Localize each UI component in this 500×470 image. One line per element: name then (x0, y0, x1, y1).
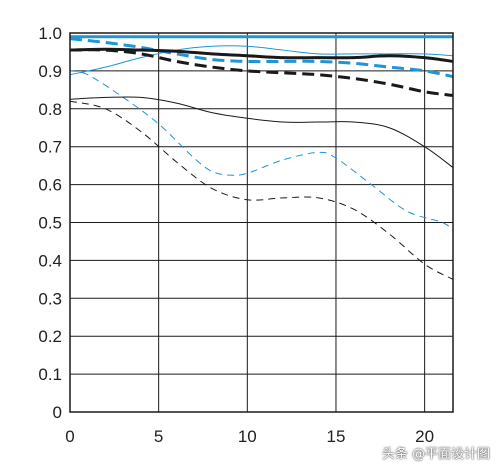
x-tick-label: 10 (238, 427, 257, 446)
y-tick-label: 0.9 (38, 62, 62, 81)
series-line-blue-thick-dashed (69, 37, 454, 79)
series-line-black-thick-solid (69, 47, 454, 63)
y-tick-label: 0.3 (38, 289, 62, 308)
series-line-black-thick-dashed (69, 48, 454, 98)
series-line-black-thin-dashed (69, 100, 454, 280)
y-tick-label: 0.6 (38, 176, 62, 195)
y-tick-label: 0.8 (38, 100, 62, 119)
y-tick-label: 0.2 (38, 327, 62, 346)
series-line-blue-thin-solid (69, 45, 454, 76)
plot-frame (69, 32, 454, 413)
y-tick-label: 0.4 (38, 251, 62, 270)
y-tick-label: 0.7 (38, 138, 62, 157)
y-tick-label: 0.5 (38, 214, 62, 233)
x-tick-label: 20 (415, 427, 434, 446)
y-tick-label: 0.1 (38, 365, 62, 384)
y-tick-label: 0 (53, 403, 62, 422)
series-line-black-thin-solid (69, 96, 454, 168)
y-tick-label: 1.0 (38, 24, 62, 43)
x-tick-labels: 0 5 10 15 20 (65, 427, 434, 446)
series-lines (69, 35, 454, 280)
x-tick-label: 5 (154, 427, 163, 446)
series-line-blue-thin-dashed (69, 70, 454, 231)
y-tick-labels: 0 0.1 0.2 0.3 0.4 0.5 0.6 0.7 0.8 0.9 1.0 (38, 24, 62, 422)
x-tick-label: 0 (65, 427, 74, 446)
watermark: 头条 @平面设计图 (381, 447, 490, 462)
x-tick-label: 15 (327, 427, 346, 446)
